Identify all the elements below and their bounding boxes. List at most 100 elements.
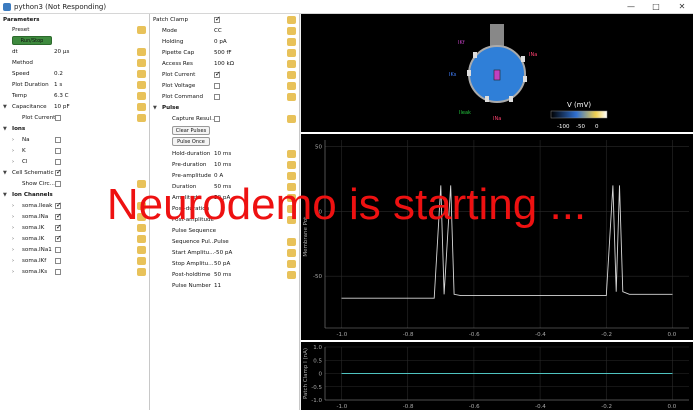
show-circ-checkbox[interactable] (55, 181, 61, 187)
method-default-button[interactable] (137, 59, 146, 67)
patch-clamp-default-button[interactable] (287, 16, 296, 24)
y-tick-label: 50 (315, 144, 322, 150)
channel-iks-default-button[interactable] (137, 268, 146, 276)
show-circ-default-button[interactable] (137, 180, 146, 188)
mode-field[interactable]: CC (214, 28, 222, 34)
plot-duration-default-button[interactable] (137, 81, 146, 89)
collapse-arrow-icon[interactable]: › (12, 137, 14, 143)
cell-schematic-checkbox[interactable] (55, 167, 62, 177)
expand-arrow-icon[interactable]: ▼ (3, 170, 7, 176)
collapse-arrow-icon[interactable]: › (12, 269, 14, 275)
stop-amplitude-default-button[interactable] (287, 260, 296, 268)
close-button[interactable]: ✕ (678, 2, 686, 11)
plot-current-default-button[interactable] (137, 114, 146, 122)
capture-result-checkbox[interactable] (214, 116, 220, 122)
mode-default-button[interactable] (287, 27, 296, 35)
channel-ik-default-button[interactable] (137, 224, 146, 232)
channel-ikf-default-button[interactable] (137, 257, 146, 265)
plot-voltage-checkbox[interactable] (214, 83, 220, 89)
hold-duration-default-button[interactable] (287, 150, 296, 158)
holding-default-button[interactable] (287, 38, 296, 46)
channel-ik2-checkbox[interactable] (55, 233, 62, 243)
stop-amplitude-label: Stop Amplitu... (172, 261, 214, 267)
stop-amplitude-field[interactable]: 50 pA (214, 261, 231, 267)
speed-field[interactable]: 0.2 (54, 71, 63, 77)
plot-current-checkbox[interactable] (214, 69, 221, 79)
ion-k-checkbox[interactable] (55, 148, 61, 154)
plot-command-checkbox[interactable] (214, 94, 220, 100)
channel-ina1-default-button[interactable] (137, 246, 146, 254)
plot-current-checkbox[interactable] (55, 115, 61, 121)
plot-duration-field[interactable]: 1 s (54, 82, 63, 88)
sequence-pul-default-button[interactable] (287, 238, 296, 246)
clear-pulses-button[interactable]: Clear Pulses (172, 126, 210, 135)
collapse-arrow-icon[interactable]: › (12, 159, 14, 165)
expand-arrow-icon[interactable]: ▼ (3, 126, 7, 132)
channel-icon (509, 96, 513, 102)
post-duration-default-button[interactable] (287, 205, 296, 213)
collapse-arrow-icon[interactable]: › (12, 225, 14, 231)
access-res-field[interactable]: 100 kΩ (214, 61, 234, 67)
expand-arrow-icon[interactable]: ▼ (153, 105, 157, 111)
collapse-arrow-icon[interactable]: › (12, 258, 14, 264)
channel-ina-default-button[interactable] (137, 213, 146, 221)
channel-ina-checkbox[interactable] (55, 211, 62, 221)
temp-field[interactable]: 6.3 C (54, 93, 69, 99)
plot-command-default-button[interactable] (287, 93, 296, 101)
expand-arrow-icon[interactable]: ▼ (3, 104, 7, 110)
pre-duration-default-button[interactable] (287, 161, 296, 169)
y-tick-label: 0 (319, 209, 323, 215)
pre-amplitude-default-button[interactable] (287, 172, 296, 180)
start-amplitude-default-button[interactable] (287, 249, 296, 257)
plot-current-default-button[interactable] (287, 71, 296, 79)
channel-ina1-checkbox[interactable] (55, 247, 61, 253)
speed-default-button[interactable] (137, 70, 146, 78)
collapse-arrow-icon[interactable]: › (12, 236, 14, 242)
sequence-pul-field[interactable]: Pulse (214, 239, 229, 245)
hold-duration-field[interactable]: 10 ms (214, 151, 232, 157)
minimize-button[interactable]: — (627, 2, 635, 11)
pre-duration-field[interactable]: 10 ms (214, 162, 232, 168)
maximize-button[interactable]: □ (652, 2, 660, 11)
channel-ileak-checkbox[interactable] (55, 200, 62, 210)
pulse-once-button[interactable]: Pulse Once (172, 137, 210, 146)
plot-voltage-default-button[interactable] (287, 82, 296, 90)
patch-clamp-checkbox[interactable] (214, 14, 221, 24)
collapse-arrow-icon[interactable]: › (12, 214, 14, 220)
collapse-arrow-icon[interactable]: › (12, 203, 14, 209)
pipette-cap-field[interactable]: 500 fF (214, 50, 232, 56)
run-stop-button[interactable]: Run/Stop (12, 36, 52, 45)
ion-na-checkbox[interactable] (55, 137, 61, 143)
duration-field[interactable]: 50 ms (214, 184, 232, 190)
pipette-cap-default-button[interactable] (287, 49, 296, 57)
post-holdtime-default-button[interactable] (287, 271, 296, 279)
amplitude-field[interactable]: 50 pA (214, 195, 231, 201)
channel-ikf-checkbox[interactable] (55, 258, 61, 264)
dt-field[interactable]: 20 µs (54, 49, 70, 55)
plot-command-label: Plot Command (162, 94, 204, 100)
pulse-number-field[interactable]: 11 (214, 283, 222, 289)
capacitance-field[interactable]: 10 pF (54, 104, 70, 110)
post-holdtime-field[interactable]: 50 ms (214, 272, 232, 278)
channel-ik-checkbox[interactable] (55, 222, 62, 232)
amplitude-default-button[interactable] (287, 194, 296, 202)
channel-ileak-default-button[interactable] (137, 202, 146, 210)
temp-default-button[interactable] (137, 92, 146, 100)
capacitance-default-button[interactable] (137, 103, 146, 111)
expand-arrow-icon[interactable]: ▼ (3, 192, 7, 198)
collapse-arrow-icon[interactable]: › (12, 247, 14, 253)
preset-default-button[interactable] (137, 26, 146, 34)
start-amplitude-field[interactable]: -50 pA (214, 250, 233, 256)
holding-field[interactable]: 0 pA (214, 39, 227, 45)
collapse-arrow-icon[interactable]: › (12, 148, 14, 154)
channel-iks-checkbox[interactable] (55, 269, 61, 275)
dt-default-button[interactable] (137, 48, 146, 56)
channel-ik2-default-button[interactable] (137, 235, 146, 243)
post-amplitude-default-button[interactable] (287, 216, 296, 224)
duration-default-button[interactable] (287, 183, 296, 191)
access-res-default-button[interactable] (287, 60, 296, 68)
capture-result-default-button[interactable] (287, 115, 296, 123)
colorbar-tick: -100 (557, 124, 570, 130)
ion-cl-checkbox[interactable] (55, 159, 61, 165)
pre-amplitude-field[interactable]: 0 A (214, 173, 224, 179)
